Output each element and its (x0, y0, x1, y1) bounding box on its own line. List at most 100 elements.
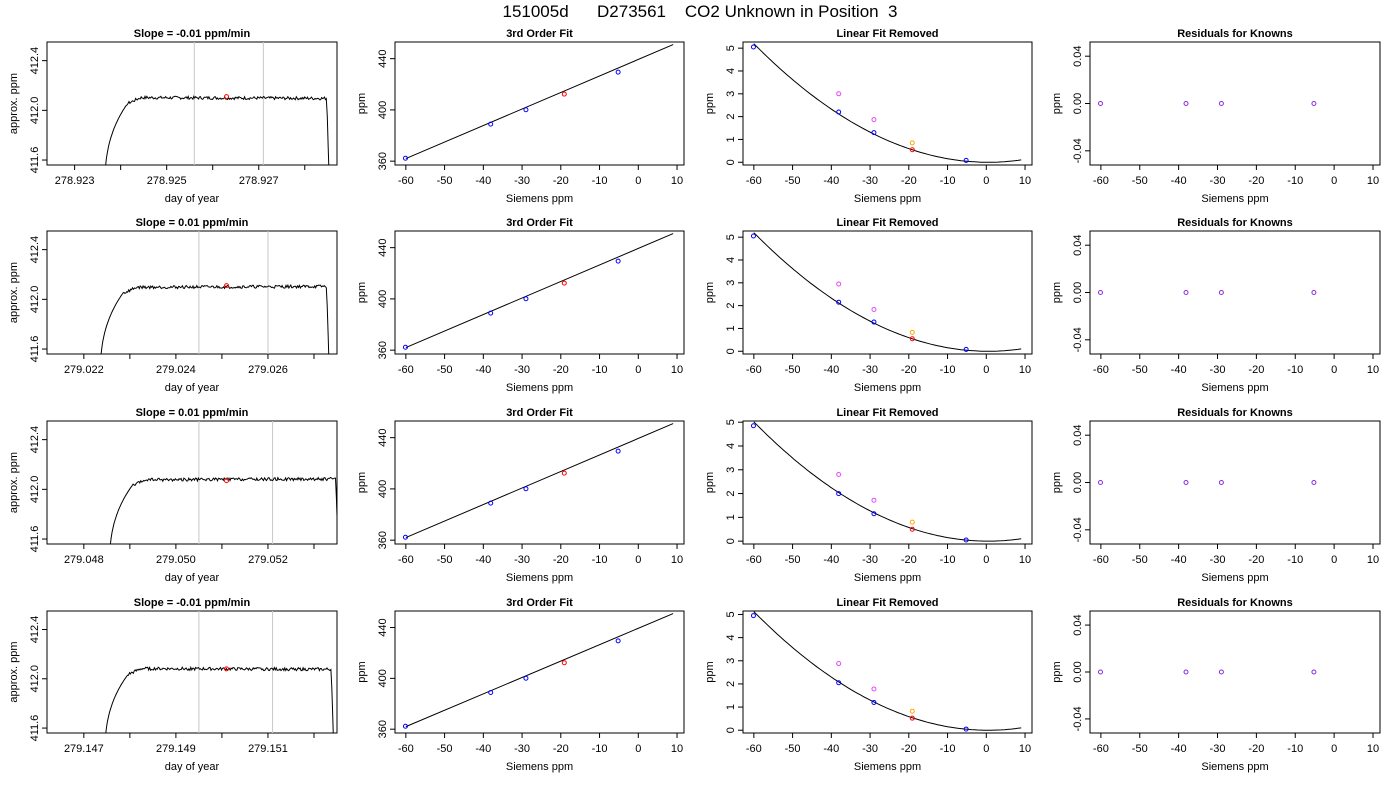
plot-area (402, 233, 674, 350)
x-tick-label: -20 (901, 554, 917, 566)
y-tick-label: 412.0 (29, 97, 41, 125)
panel-13: Slope = -0.01 ppm/min 279.147 279.149 279.1… (8, 597, 338, 773)
plot-frame (742, 41, 1033, 166)
x-axis-label: day of year (165, 193, 220, 205)
data-point (909, 140, 915, 146)
x-tick-label: -20 (1248, 743, 1264, 755)
plot-frame (742, 420, 1033, 545)
panel-title: Linear Fit Removed (836, 597, 938, 609)
x-tick-label: -20 (1248, 364, 1264, 376)
x-axis-label: Siemens ppm (854, 572, 921, 584)
x-tick-label: -10 (592, 743, 608, 755)
data-point (561, 660, 567, 666)
data-point (523, 107, 529, 113)
y-axis-label: ppm (1051, 93, 1063, 114)
data-trace (100, 283, 330, 354)
plot-frame (46, 230, 338, 355)
y-tick-label: 412.0 (29, 286, 41, 314)
plot-area (1097, 669, 1317, 675)
plot-frame (46, 610, 338, 734)
y-tick-label: 360 (377, 720, 389, 738)
x-tick-label: -60 (1093, 554, 1109, 566)
x-tick-label: -60 (746, 175, 762, 187)
y-tick-label: -0.04 (1072, 517, 1084, 542)
y-tick-label: 2 (725, 681, 737, 687)
data-point (909, 336, 915, 342)
x-tick-label: -40 (823, 364, 839, 376)
x-tick-label: -30 (862, 743, 878, 755)
data-point (1218, 101, 1224, 106)
data-point (615, 448, 621, 454)
plot-area (1097, 290, 1317, 295)
y-axis-label: approx. ppm (8, 641, 20, 702)
y-axis-label: ppm (356, 661, 368, 682)
x-axis-label: Siemens ppm (854, 761, 921, 773)
y-tick-label: 1 (725, 514, 737, 520)
y-tick-label: 2 (725, 303, 737, 309)
y-tick-label: 0.04 (1072, 424, 1084, 445)
panel-title: Linear Fit Removed (836, 217, 938, 229)
x-tick-label: -50 (1132, 554, 1148, 566)
x-tick-label: 279.151 (248, 743, 288, 755)
x-tick-label: -10 (940, 364, 956, 376)
x-tick-label: 10 (1019, 364, 1031, 376)
x-tick-label: -40 (1171, 175, 1187, 187)
data-point (488, 121, 494, 127)
data-point (488, 310, 494, 316)
data-point (615, 69, 621, 75)
x-tick-label: -60 (1093, 743, 1109, 755)
y-tick-label: -0.04 (1072, 138, 1084, 163)
y-tick-label: -0.04 (1072, 327, 1084, 352)
y-tick-label: 360 (377, 341, 389, 359)
x-tick-label: -40 (823, 743, 839, 755)
data-point (402, 534, 408, 540)
x-tick-label: -20 (553, 175, 569, 187)
x-tick-label: -60 (398, 175, 414, 187)
y-tick-label: 4 (725, 68, 737, 74)
y-tick-label: 411.6 (29, 715, 41, 742)
x-tick-label: 0 (1331, 743, 1337, 755)
x-tick-label: -50 (785, 364, 801, 376)
y-tick-label: 5 (725, 45, 737, 51)
x-tick-label: -60 (746, 743, 762, 755)
y-tick-label: 360 (377, 531, 389, 549)
x-tick-label: -50 (437, 175, 453, 187)
x-tick-label: -50 (1132, 175, 1148, 187)
data-point (1097, 290, 1103, 295)
data-point (523, 675, 529, 681)
x-tick-label: -40 (475, 175, 491, 187)
x-axis-label: day of year (165, 572, 220, 584)
x-tick-label: -10 (940, 554, 956, 566)
plot-area (1097, 480, 1317, 485)
x-tick-label: -30 (1210, 554, 1226, 566)
fit-line (405, 233, 674, 349)
plot-frame (742, 230, 1033, 355)
data-point (750, 233, 756, 239)
panel-title: 3rd Order Fit (506, 28, 573, 40)
data-point (909, 526, 915, 532)
data-point (871, 307, 877, 313)
panel-title: Linear Fit Removed (836, 28, 938, 40)
fit-curve (753, 43, 1022, 163)
y-tick-label: 360 (377, 152, 389, 170)
x-tick-label: -50 (785, 175, 801, 187)
x-tick-label: -50 (785, 743, 801, 755)
panel-10: 3rd Order Fit -60 -50 -40 -30 -20 -10 0 10 Siemen… (356, 407, 685, 584)
y-tick-label: 412.0 (29, 665, 41, 693)
data-point (523, 486, 529, 492)
x-tick-label: 10 (671, 364, 683, 376)
y-tick-label: 2 (725, 491, 737, 497)
data-point (1097, 480, 1103, 485)
x-tick-label: -20 (1248, 175, 1264, 187)
plot-area (750, 421, 1022, 543)
x-tick-label: 279.048 (64, 554, 104, 566)
panel-7: Linear Fit Removed-60 -50 -40 -30 -20 -10 0 10S… (704, 217, 1033, 394)
x-tick-label: -40 (475, 364, 491, 376)
data-point (909, 715, 915, 721)
x-tick-label: 0 (635, 175, 641, 187)
plot-area (105, 611, 334, 733)
plot-area (750, 611, 1022, 732)
panel-3: Linear Fit Removed-60 -50 -40 -30 -20 -10 0 10S… (704, 28, 1033, 205)
data-point (963, 726, 969, 732)
x-tick-label: -20 (901, 364, 917, 376)
